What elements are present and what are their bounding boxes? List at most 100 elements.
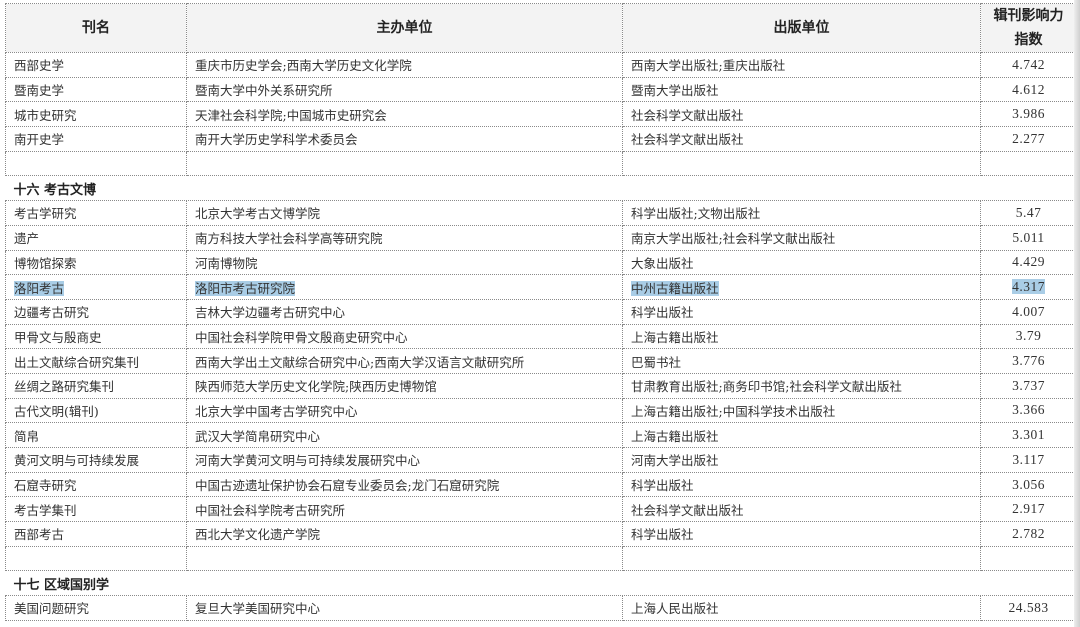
publisher-text: 大象出版社	[631, 255, 694, 271]
sponsor-text: 洛阳市考古研究院	[195, 280, 296, 296]
cell-sponsor: 中国社会科学院考古研究所	[186, 496, 623, 523]
blank-row	[5, 545, 1077, 572]
cell-name: 西部史学	[5, 52, 187, 78]
table-row: 边疆考古研究 吉林大学边疆考古研究中心 科学出版社 4.007	[5, 298, 1077, 325]
cell-publisher: 暨南大学出版社	[622, 76, 981, 103]
empty-cell	[5, 150, 187, 177]
journal-table: 刊名 主办单位 出版单位 辑刊影响力指数 西部史学 重庆市历史学会;西南大学历史文…	[5, 3, 1077, 621]
cell-index: 3.301	[980, 422, 1077, 448]
name-text: 出土文献综合研究集刊	[14, 354, 140, 370]
name-text: 边疆考古研究	[14, 305, 90, 321]
cell-index: 4.429	[980, 249, 1077, 276]
cell-index: 3.986	[980, 101, 1077, 128]
cell-name: 西部考古	[5, 521, 187, 547]
table-row: 暨南史学 暨南大学中外关系研究所 暨南大学出版社 4.612	[5, 76, 1077, 103]
table-row: 考古学集刊 中国社会科学院考古研究所 社会科学文献出版社 2.917	[5, 496, 1077, 523]
cell-sponsor: 陕西师范大学历史文化学院;陕西历史博物馆	[186, 372, 623, 399]
name-text: 城市史研究	[14, 107, 77, 123]
index-text: 4.317	[1012, 279, 1045, 295]
section-title: 十六 考古文博	[5, 175, 1077, 202]
sponsor-text: 西北大学文化遗产学院	[195, 527, 321, 543]
sponsor-text: 西南大学出土文献综合研究中心;西南大学汉语言文献研究所	[195, 354, 525, 370]
cell-index: 24.583	[980, 595, 1077, 621]
section-heading-row: 十七 区域国别学	[5, 570, 1077, 597]
index-text: 5.47	[1015, 204, 1042, 220]
index-text: 3.366	[1012, 402, 1045, 418]
publisher-text: 科学出版社;文物出版社	[631, 206, 761, 222]
sponsor-text: 陕西师范大学历史文化学院;陕西历史博物馆	[195, 379, 437, 395]
table-header: 刊名 主办单位 出版单位 辑刊影响力指数	[5, 3, 1077, 53]
table-row: 城市史研究 天津社会科学院;中国城市史研究会 社会科学文献出版社 3.986	[5, 101, 1077, 128]
cell-publisher: 科学出版社;文物出版社	[622, 200, 981, 226]
table-row: 石窟寺研究 中国古迹遗址保护协会石窟专业委员会;龙门石窟研究院 科学出版社 3.056	[5, 471, 1077, 498]
cell-name: 城市史研究	[5, 101, 187, 128]
index-text: 5.011	[1012, 229, 1045, 245]
cell-sponsor: 西北大学文化遗产学院	[186, 521, 623, 547]
table-row: 丝绸之路研究集刊 陕西师范大学历史文化学院;陕西历史博物馆 甘肃教育出版社;商务印书…	[5, 372, 1077, 399]
header-index: 辑刊影响力指数	[980, 3, 1077, 53]
blank-row	[5, 150, 1077, 177]
cell-publisher: 中州古籍出版社	[622, 274, 981, 300]
cell-index: 4.317	[980, 274, 1077, 300]
cell-name: 南开史学	[5, 126, 187, 152]
cell-publisher: 上海古籍出版社	[622, 422, 981, 448]
table-row: 古代文明(辑刊) 北京大学中国考古学研究中心 上海古籍出版社;中国科学技术出版社 3.…	[5, 397, 1077, 424]
index-text: 4.612	[1012, 81, 1045, 97]
table-row: 博物馆探索 河南博物院 大象出版社 4.429	[5, 249, 1077, 276]
cell-name: 黄河文明与可持续发展	[5, 447, 187, 473]
name-text: 遗产	[14, 231, 40, 247]
cell-name: 石窟寺研究	[5, 471, 187, 498]
index-text: 3.301	[1012, 427, 1045, 443]
cell-sponsor: 南方科技大学社会科学高等研究院	[186, 224, 623, 251]
cell-name: 古代文明(辑刊)	[5, 397, 187, 424]
cell-publisher: 科学出版社	[622, 521, 981, 547]
page-edge-shadow	[1074, 0, 1080, 627]
name-text: 甲骨文与殷商史	[14, 329, 102, 345]
table-row: 洛阳考古 洛阳市考古研究院 中州古籍出版社 4.317	[5, 274, 1077, 300]
cell-sponsor: 北京大学中国考古学研究中心	[186, 397, 623, 424]
cell-publisher: 巴蜀书社	[622, 348, 981, 374]
empty-cell	[980, 545, 1077, 572]
header-publisher: 出版单位	[622, 3, 981, 53]
index-text: 24.583	[1008, 599, 1049, 615]
publisher-text: 西南大学出版社;重庆出版社	[631, 58, 786, 74]
sponsor-text: 河南博物院	[195, 255, 258, 271]
cell-index: 4.612	[980, 76, 1077, 103]
cell-sponsor: 中国古迹遗址保护协会石窟专业委员会;龙门石窟研究院	[186, 471, 623, 498]
publisher-text: 社会科学文献出版社	[631, 502, 744, 518]
cell-name: 丝绸之路研究集刊	[5, 372, 187, 399]
cell-publisher: 甘肃教育出版社;商务印书馆;社会科学文献出版社	[622, 372, 981, 399]
publisher-text: 巴蜀书社	[631, 354, 682, 370]
publisher-text: 上海人民出版社	[631, 601, 719, 617]
index-text: 2.277	[1012, 130, 1045, 146]
publisher-text: 中州古籍出版社	[631, 280, 719, 296]
index-text: 3.79	[1015, 328, 1042, 344]
cell-sponsor: 北京大学考古文博学院	[186, 200, 623, 226]
cell-name: 考古学集刊	[5, 496, 187, 523]
index-text: 2.782	[1012, 525, 1045, 541]
sponsor-text: 中国古迹遗址保护协会石窟专业委员会;龙门石窟研究院	[195, 478, 500, 494]
index-text: 3.776	[1012, 353, 1045, 369]
name-text: 洛阳考古	[14, 280, 65, 296]
section-heading-row: 十六 考古文博	[5, 175, 1077, 202]
cell-publisher: 南京大学出版社;社会科学文献出版社	[622, 224, 981, 251]
sponsor-text: 吉林大学边疆考古研究中心	[195, 305, 346, 321]
empty-cell	[622, 150, 981, 177]
publisher-text: 科学出版社	[631, 527, 694, 543]
cell-index: 3.79	[980, 323, 1077, 350]
cell-name: 暨南史学	[5, 76, 187, 103]
cell-publisher: 上海古籍出版社	[622, 323, 981, 350]
name-text: 简帛	[14, 428, 40, 444]
table-row: 西部考古 西北大学文化遗产学院 科学出版社 2.782	[5, 521, 1077, 547]
sponsor-text: 北京大学考古文博学院	[195, 206, 321, 222]
cell-sponsor: 西南大学出土文献综合研究中心;西南大学汉语言文献研究所	[186, 348, 623, 374]
index-text: 3.737	[1012, 377, 1045, 393]
cell-sponsor: 河南博物院	[186, 249, 623, 276]
cell-sponsor: 天津社会科学院;中国城市史研究会	[186, 101, 623, 128]
cell-name: 出土文献综合研究集刊	[5, 348, 187, 374]
sponsor-text: 中国社会科学院考古研究所	[195, 502, 346, 518]
cell-name: 边疆考古研究	[5, 298, 187, 325]
empty-cell	[622, 545, 981, 572]
publisher-text: 上海古籍出版社;中国科学技术出版社	[631, 403, 836, 419]
header-name: 刊名	[5, 3, 187, 53]
